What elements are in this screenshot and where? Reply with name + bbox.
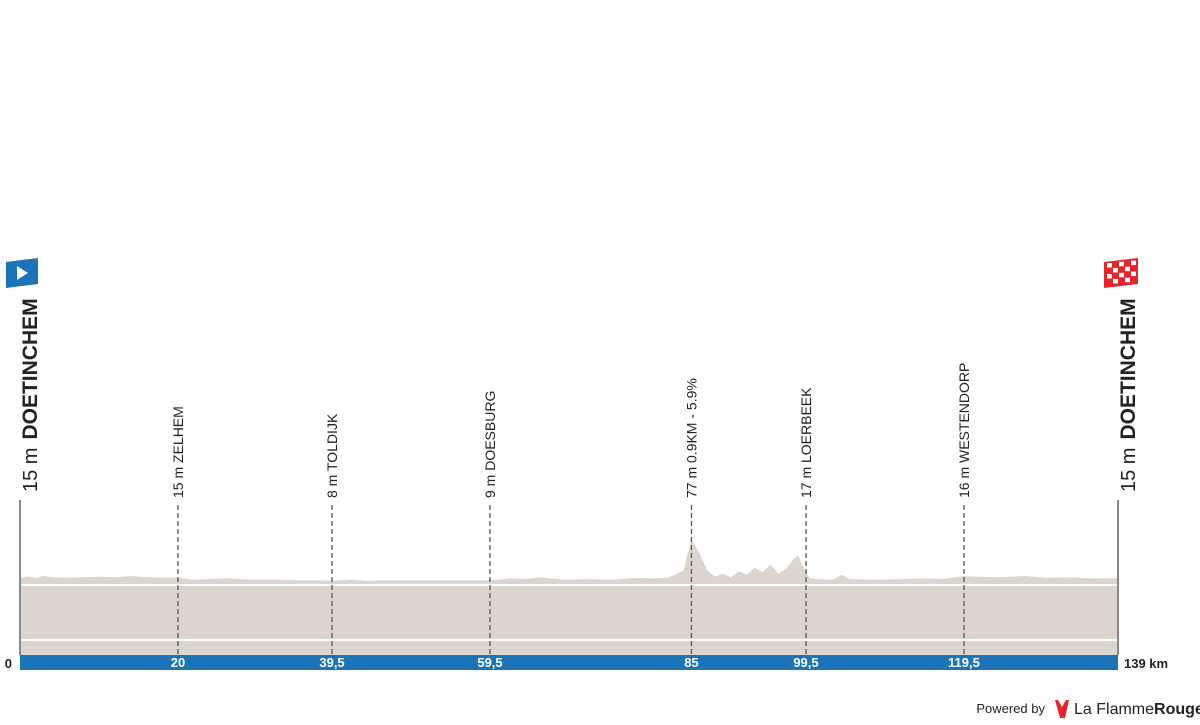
finish-flag — [1104, 258, 1138, 288]
finish-altitude: 15 m — [1118, 448, 1140, 492]
x-tick-label: 20 — [171, 655, 185, 670]
brand-logo-notch — [1058, 700, 1066, 707]
finish-flag-check — [1113, 267, 1118, 273]
x-tick-label: 39,5 — [319, 655, 344, 670]
start-flag-arrow — [17, 266, 28, 280]
finish-name: DOETINCHEM — [1117, 298, 1140, 439]
waypoint-label: 77 m 0.9KM - 5.9% — [683, 378, 699, 498]
elevation-area — [20, 539, 1118, 655]
distance-bar — [20, 655, 1118, 670]
finish-flag-check — [1119, 261, 1124, 267]
x-tick-label: 0 — [5, 656, 12, 671]
finish-flag-check — [1119, 272, 1124, 278]
brand-name: La Flamme — [1074, 701, 1154, 718]
waypoint-label: 8 m TOLDIJK — [324, 413, 340, 498]
finish-flag-check — [1125, 277, 1130, 283]
finish-flag-check — [1113, 278, 1118, 284]
brand-name-bold: Rouge — [1154, 701, 1200, 718]
finish-flag-check — [1107, 263, 1112, 268]
x-tick-label: 119,5 — [948, 655, 980, 670]
waypoint-label: 17 m LOERBEEK — [798, 387, 814, 498]
finish-flag-check — [1107, 274, 1112, 279]
finish-flag-check — [1125, 266, 1130, 272]
waypoint-label: 16 m WESTENDORP — [956, 363, 972, 498]
x-tick-label: 139 km — [1124, 656, 1168, 671]
x-tick-label: 99,5 — [793, 655, 818, 670]
finish-flag-check — [1131, 260, 1136, 266]
x-tick-label: 85 — [684, 655, 698, 670]
start-label: 15 m DOETINCHEM — [19, 298, 42, 492]
powered-by: Powered by — [976, 701, 1045, 716]
brand-logo — [1055, 700, 1069, 718]
finish-flag-check — [1131, 271, 1136, 277]
start-flag — [6, 258, 38, 288]
finish-label: 15 m DOETINCHEM — [1117, 298, 1140, 492]
brand: La FlammeRouge — [1074, 701, 1200, 718]
start-name: DOETINCHEM — [19, 298, 42, 439]
waypoint-label: 9 m DOESBURG — [482, 391, 498, 498]
start-altitude: 15 m — [20, 448, 42, 492]
x-tick-label: 59,5 — [477, 655, 502, 670]
waypoint-label: 15 m ZELHEM — [170, 406, 186, 498]
